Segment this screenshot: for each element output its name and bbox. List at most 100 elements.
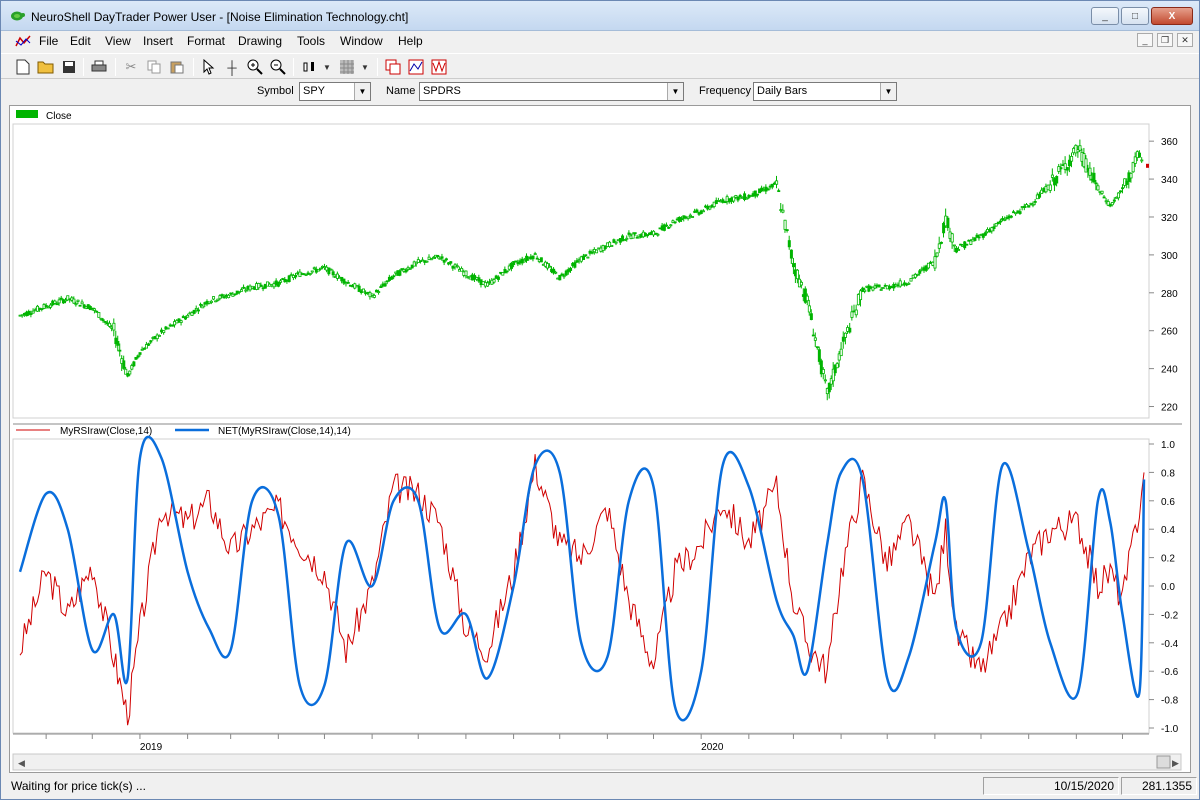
price-candle — [126, 373, 130, 377]
price-candle — [1129, 172, 1133, 179]
scrollbar-thumb[interactable] — [1156, 755, 1171, 769]
price-candle — [209, 300, 213, 303]
maximize-button[interactable]: □ — [1121, 7, 1149, 25]
menu-window[interactable]: Window — [340, 34, 383, 48]
price-candle — [78, 304, 82, 307]
price-candle — [404, 270, 408, 273]
crosshair-button[interactable]: ┼ — [222, 57, 242, 77]
price-candle — [59, 297, 63, 300]
bar-type-button[interactable] — [299, 57, 319, 77]
chart-window[interactable]: Close MyRSIraw(Close,14) NET(MyRSIraw(Cl… — [9, 105, 1191, 773]
price-candle — [933, 256, 937, 269]
symbol-label: Symbol — [257, 85, 294, 97]
price-candle — [612, 239, 616, 243]
new-button[interactable] — [13, 57, 33, 77]
price-candle — [136, 355, 140, 358]
price-candle — [753, 190, 757, 197]
menu-drawing[interactable]: Drawing — [238, 34, 283, 48]
menu-insert[interactable]: Insert — [143, 34, 174, 48]
price-candle — [662, 224, 666, 231]
chart-canvas[interactable]: Close MyRSIraw(Close,14) NET(MyRSIraw(Cl… — [10, 106, 1190, 772]
copy-button[interactable] — [144, 57, 164, 77]
menu-view[interactable]: View — [105, 34, 131, 48]
price-candle — [57, 299, 61, 304]
price-tick-label: 300 — [1161, 251, 1178, 262]
price-candle — [813, 337, 817, 341]
price-candle — [584, 254, 588, 257]
price-candle — [157, 334, 161, 337]
mdi-restore-button[interactable]: ❐ — [1157, 33, 1173, 47]
price-candle — [833, 364, 837, 374]
price-candle — [1003, 218, 1007, 221]
price-candle — [1031, 203, 1035, 206]
trading-strategy-button[interactable] — [406, 57, 426, 77]
scroll-left-icon[interactable]: ◀ — [18, 758, 25, 768]
horizontal-scrollbar[interactable] — [12, 753, 1182, 771]
price-candle — [582, 255, 586, 260]
mdi-close-button[interactable]: ✕ — [1177, 33, 1193, 47]
minimize-icon: _ — [1102, 10, 1108, 22]
title-bar[interactable]: NeuroShell DayTrader Power User - [Noise… — [1, 1, 1199, 31]
price-candle — [53, 300, 57, 304]
zoom-in-button[interactable] — [245, 57, 265, 77]
price-candle — [669, 224, 673, 227]
price-candle — [562, 275, 566, 278]
price-candle — [783, 219, 787, 230]
scroll-right-icon[interactable]: ▶ — [1172, 758, 1179, 768]
price-candle — [795, 269, 799, 280]
symbol-select[interactable]: SPY ▼ — [299, 82, 371, 101]
chevron-down-icon: ▼ — [880, 83, 896, 100]
price-candle — [738, 194, 742, 198]
name-label: Name — [386, 85, 416, 97]
optimizer-button[interactable] — [429, 57, 449, 77]
chart-document-icon[interactable] — [15, 34, 31, 48]
price-candle — [385, 280, 389, 283]
frequency-select[interactable]: Daily Bars ▼ — [753, 82, 897, 101]
price-candle — [242, 286, 246, 289]
price-candle — [186, 315, 190, 318]
pattern-dropdown[interactable]: ▼ — [355, 57, 375, 77]
mdi-minimize-button[interactable]: _ — [1137, 33, 1153, 47]
bar-type-dropdown[interactable]: ▼ — [317, 57, 337, 77]
price-candle — [552, 268, 556, 274]
price-candle — [1027, 205, 1031, 208]
menu-tools[interactable]: Tools — [297, 34, 326, 48]
price-candle — [496, 276, 500, 280]
menu-edit[interactable]: Edit — [70, 34, 91, 48]
paste-button[interactable] — [167, 57, 187, 77]
price-candle — [937, 243, 941, 249]
cut-button[interactable]: ✂ — [121, 57, 141, 77]
price-candle — [903, 282, 907, 285]
indicator-tick-label: 1.0 — [1161, 440, 1175, 451]
price-candle — [509, 262, 513, 269]
menu-file[interactable]: File — [39, 34, 59, 48]
indicator-wizard-button[interactable] — [383, 57, 403, 77]
price-candle — [329, 268, 333, 271]
price-candle — [231, 293, 235, 297]
price-candle — [907, 282, 911, 285]
save-button[interactable] — [59, 57, 79, 77]
price-candle — [114, 337, 118, 345]
price-candle — [1106, 201, 1110, 206]
zoom-out-button[interactable] — [268, 57, 288, 77]
close-button[interactable]: X — [1151, 7, 1193, 25]
cursor-arrow-icon — [203, 59, 215, 75]
print-button[interactable] — [89, 57, 109, 77]
price-candle — [647, 232, 651, 236]
price-candle — [372, 295, 376, 298]
price-candle — [665, 224, 669, 227]
price-candle — [130, 365, 134, 370]
minimize-button[interactable]: _ — [1091, 7, 1119, 25]
pointer-tool-button[interactable] — [199, 57, 219, 77]
price-candle — [108, 322, 112, 327]
open-button[interactable] — [36, 57, 56, 77]
price-candle — [829, 378, 833, 385]
price-candle — [575, 260, 579, 263]
price-candle — [1102, 196, 1106, 199]
candlestick-icon — [303, 62, 314, 72]
menu-format[interactable]: Format — [187, 34, 226, 48]
pattern-button[interactable] — [337, 57, 357, 77]
menu-help[interactable]: Help — [398, 34, 423, 48]
price-candle — [775, 180, 779, 185]
name-select[interactable]: SPDRS ▼ — [419, 82, 684, 101]
